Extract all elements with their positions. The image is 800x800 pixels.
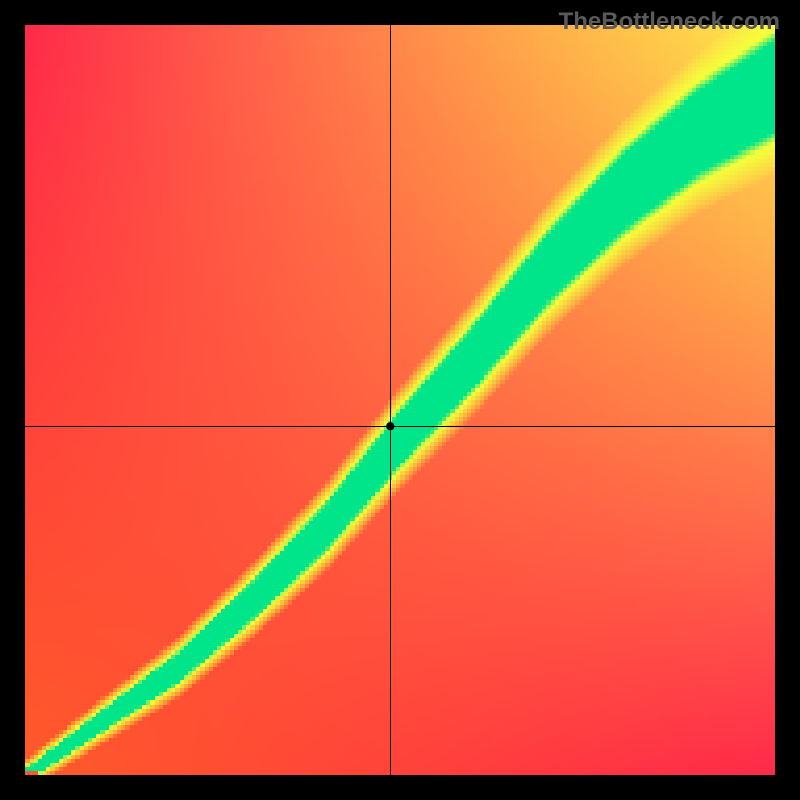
chart-container: TheBottleneck.com (0, 0, 800, 800)
watermark-text: TheBottleneck.com (559, 8, 780, 36)
bottleneck-heatmap (0, 0, 800, 800)
